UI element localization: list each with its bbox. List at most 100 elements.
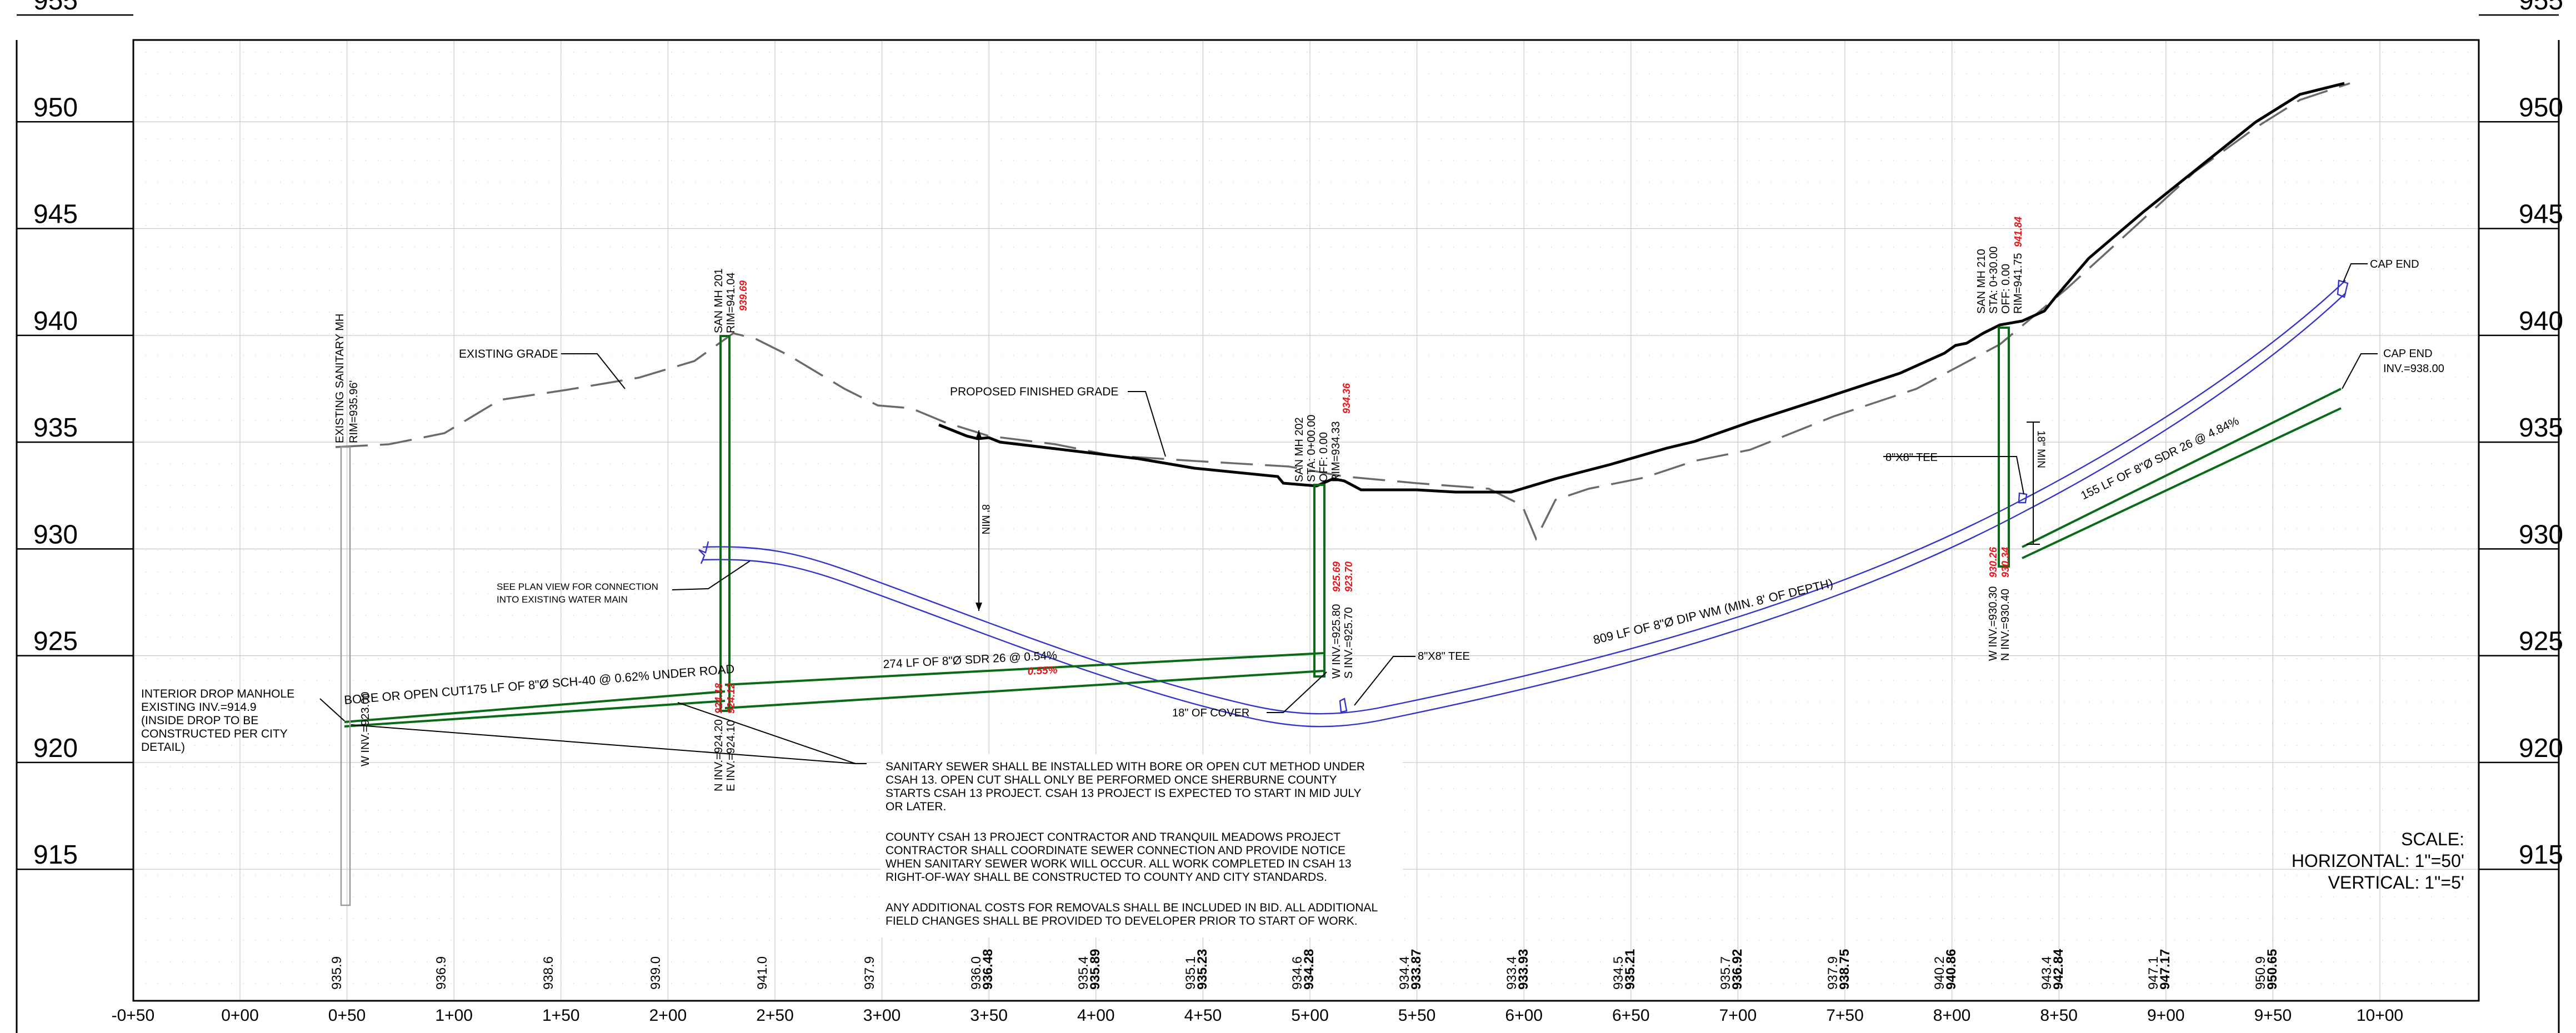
scale-vertical: VERTICAL: 1"=5' bbox=[2328, 872, 2464, 892]
mh210-inv-new-1: 930.26 bbox=[1988, 546, 1999, 578]
existing-elevation-label: 950.9 bbox=[2253, 956, 2268, 990]
existing-elevation-label: 934.6 bbox=[1290, 956, 1305, 990]
mh202-inv-w: W INV.=925.80 bbox=[1330, 604, 1343, 679]
mh201-inv-e: E INV.=924.10 bbox=[725, 720, 737, 791]
existing-sanitary-manhole bbox=[340, 446, 351, 906]
cap-end-label-2: CAP END bbox=[2383, 348, 2433, 360]
manhole-210 bbox=[1998, 327, 2010, 568]
elevation-label-right: 935 bbox=[2519, 413, 2563, 443]
mh210-rim: RIM=941.75 bbox=[2012, 253, 2024, 314]
interior-drop-line-4: CONSTRUCTED PER CITY bbox=[141, 728, 288, 740]
station-label: 4+00 bbox=[1077, 1006, 1115, 1025]
proposed-elevation-label: 950.65 bbox=[2265, 949, 2280, 990]
pipe-274-new-slope: 0.55% bbox=[1027, 664, 1058, 678]
existing-elevation-label: 935.9 bbox=[329, 956, 344, 990]
elevation-label-left: 955 bbox=[33, 0, 78, 16]
proposed-grade-label: PROPOSED FINISHED GRADE bbox=[950, 385, 1118, 398]
proposed-elevation-label: 936.92 bbox=[1730, 949, 1745, 990]
cap-end-label-1: CAP END bbox=[2370, 258, 2419, 270]
elevation-label-left: 915 bbox=[33, 840, 78, 870]
mh202-sta: STA: 0+00.00 bbox=[1305, 415, 1318, 482]
existing-elevation-label: 935.7 bbox=[1718, 956, 1733, 990]
proposed-elevation-label: 935.23 bbox=[1195, 949, 1210, 990]
note-line: RIGHT-OF-WAY SHALL BE CONSTRUCTED TO COU… bbox=[886, 871, 1327, 884]
station-label: 0+00 bbox=[221, 1006, 259, 1025]
existing-elevation-label: 939.0 bbox=[648, 956, 663, 990]
mh202-rim: RIM=934.33 bbox=[1330, 421, 1342, 482]
station-label: 10+00 bbox=[2357, 1006, 2403, 1025]
mh210-sta: STA: 0+30.00 bbox=[1988, 247, 2000, 314]
station-label: 2+50 bbox=[756, 1006, 794, 1025]
note-line: FIELD CHANGES SHALL BE PROVIDED TO DEVEL… bbox=[886, 915, 1358, 927]
elevation-label-right: 950 bbox=[2519, 93, 2563, 122]
cap-end-inv-label: INV.=938.00 bbox=[2383, 363, 2444, 375]
existing-elevation-label: 934.5 bbox=[1611, 956, 1626, 990]
mh201-inv-new-2: 924.12 bbox=[726, 683, 737, 714]
elevation-label-right: 930 bbox=[2519, 520, 2563, 549]
proposed-elevation-label: 935.21 bbox=[1623, 949, 1638, 990]
existing-elevation-label: 933.4 bbox=[1504, 956, 1519, 990]
existing-mh-rim: RIM=935.96' bbox=[348, 380, 360, 443]
elevation-label-left: 940 bbox=[33, 307, 78, 336]
leader-lines bbox=[319, 263, 2378, 764]
elevation-label-left: 945 bbox=[33, 200, 78, 229]
existing-mh-label: EXISTING SANITARY MH bbox=[334, 314, 346, 443]
scale-block: SCALE: HORIZONTAL: 1"=50' VERTICAL: 1"=5… bbox=[2292, 829, 2464, 892]
station-label: -0+50 bbox=[112, 1006, 155, 1025]
station-label: 4+50 bbox=[1184, 1006, 1222, 1025]
manhole-202 bbox=[1313, 484, 1325, 678]
station-label: 3+00 bbox=[863, 1006, 901, 1025]
proposed-elevation-label: 947.17 bbox=[2158, 949, 2173, 990]
scale-title: SCALE: bbox=[2401, 829, 2464, 849]
mh201-rim: RIM=941.04 bbox=[725, 272, 737, 333]
tee-label-1: 8"X8" TEE bbox=[1418, 650, 1470, 663]
mh210-inv-new-2: 930.34 bbox=[2000, 547, 2011, 578]
existing-elevation-label: 934.4 bbox=[1397, 956, 1412, 990]
elevation-label-left: 930 bbox=[33, 520, 78, 549]
elevation-label-left: 950 bbox=[33, 93, 78, 122]
elevation-label-right: 955 bbox=[2519, 0, 2563, 16]
station-label: 0+50 bbox=[328, 1006, 366, 1025]
see-plan-view-line-2: INTO EXISTING WATER MAIN bbox=[497, 594, 628, 605]
existing-grade-label: EXISTING GRADE bbox=[459, 348, 558, 360]
note-line: SANITARY SEWER SHALL BE INSTALLED WITH B… bbox=[886, 760, 1365, 773]
mh202-rim-new: 934.36 bbox=[1341, 383, 1352, 414]
elevation-label-right: 925 bbox=[2519, 627, 2563, 656]
proposed-elevation-label: 938.75 bbox=[1837, 949, 1852, 990]
min-8-label: 8' MIN bbox=[979, 504, 991, 534]
mh210-off: OFF: 0.00 bbox=[2000, 264, 2012, 314]
note-line: CSAH 13. OPEN CUT SHALL ONLY BE PERFORME… bbox=[886, 774, 1337, 786]
profile-axes: 955 955 950 950 945 945 940 940 935 935 930 930 925 9… bbox=[17, 0, 2563, 1025]
proposed-elevation-label: 936.48 bbox=[981, 949, 996, 990]
station-label: 3+50 bbox=[970, 1006, 1008, 1025]
winv-existing-label: W INV.=923.00 bbox=[359, 692, 372, 766]
mh210-inv-n: N INV.=930.40 bbox=[1999, 589, 2012, 661]
elevation-label-right: 920 bbox=[2519, 734, 2563, 763]
interior-drop-line-5: DETAIL) bbox=[141, 741, 185, 754]
mh201-inv-new-1: 924.18 bbox=[713, 683, 724, 714]
existing-grade-line bbox=[335, 82, 2350, 541]
mh201-inv-n: N INV.=924.20 bbox=[713, 719, 725, 791]
elevation-label-left: 925 bbox=[33, 627, 78, 656]
interior-drop-line-2: EXISTING INV.=914.9 bbox=[141, 701, 257, 714]
existing-elevation-label: 938.6 bbox=[541, 956, 556, 990]
station-label: 5+00 bbox=[1291, 1006, 1329, 1025]
existing-elevation-label: 943.4 bbox=[2039, 956, 2054, 990]
proposed-elevation-label: 933.87 bbox=[1409, 949, 1424, 990]
note-line: ANY ADDITIONAL COSTS FOR REMOVALS SHALL … bbox=[886, 901, 1378, 914]
proposed-elevation-label: 935.89 bbox=[1088, 949, 1103, 990]
station-label: 6+00 bbox=[1505, 1006, 1543, 1025]
interior-drop-line-1: INTERIOR DROP MANHOLE bbox=[141, 688, 294, 700]
note-line: STARTS CSAH 13 PROJECT. CSAH 13 PROJECT … bbox=[886, 787, 1362, 800]
station-label: 1+50 bbox=[542, 1006, 580, 1025]
station-label: 1+00 bbox=[435, 1006, 473, 1025]
existing-elevation-label: 947.1 bbox=[2146, 956, 2161, 990]
structure-labels: EXISTING SANITARY MH RIM=935.96' W INV.=… bbox=[334, 217, 2024, 791]
note-line: WHEN SANITARY SEWER WORK WILL OCCUR. ALL… bbox=[886, 858, 1352, 870]
existing-elevation-label: 937.9 bbox=[862, 956, 877, 990]
existing-elevation-label: 941.0 bbox=[755, 956, 770, 990]
note-line: OR LATER. bbox=[886, 800, 946, 813]
sanitary-sewer bbox=[344, 327, 2342, 728]
mh201-name: SAN MH 201 bbox=[713, 268, 725, 333]
